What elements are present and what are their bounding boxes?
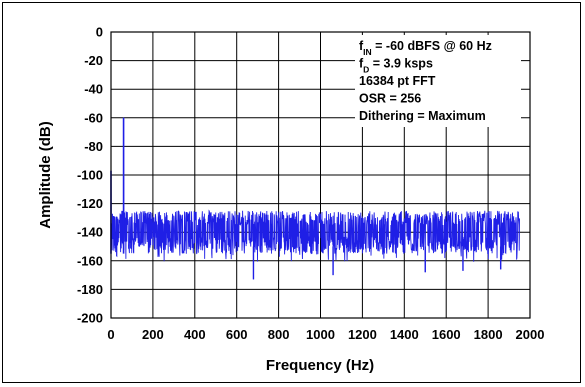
annotation-box <box>355 35 521 127</box>
x-tick-label: 800 <box>268 327 290 342</box>
x-tick-label: 600 <box>226 327 248 342</box>
annotation-line: Dithering = Maximum <box>359 109 486 123</box>
x-tick-label: 1200 <box>348 327 377 342</box>
y-tick-labels: 0 -20 -40 -60 -80 -100 -120 -140 -160 -180 -200 <box>77 25 103 326</box>
x-tick-label: 0 <box>107 327 114 342</box>
x-tick-label: 400 <box>184 327 206 342</box>
annotation-line: fD = 3.9 ksps <box>359 57 433 75</box>
y-tick-label: -60 <box>84 110 103 125</box>
y-tick-label: -120 <box>77 196 103 211</box>
plot-border <box>110 31 531 319</box>
y-tick-label: -140 <box>77 225 103 240</box>
annotation-line: OSR = 256 <box>359 92 421 106</box>
x-tick-label: 1400 <box>390 327 419 342</box>
y-tick-label: -200 <box>77 311 103 326</box>
y-tick-label: -100 <box>77 168 103 183</box>
spectrum-line <box>110 117 520 280</box>
y-axis-label: Amplitude (dB) <box>37 121 54 228</box>
x-axis-label: Frequency (Hz) <box>266 357 374 374</box>
y-tick-label: -20 <box>84 53 103 68</box>
annotation-line: 16384 pt FFT <box>359 74 436 88</box>
x-tick-label: 1800 <box>474 327 503 342</box>
y-tick-label: -40 <box>84 82 103 97</box>
figure-frame <box>2 2 581 383</box>
annotation-line: fIN = -60 dBFS @ 60 Hz <box>359 39 492 57</box>
x-tick-label: 200 <box>142 327 164 342</box>
x-tick-label: 1000 <box>306 327 335 342</box>
y-tick-label: 0 <box>96 25 103 40</box>
y-tick-label: -160 <box>77 253 103 268</box>
y-tick-label: -180 <box>77 282 103 297</box>
x-tick-label: 1600 <box>432 327 461 342</box>
y-tick-label: -80 <box>84 139 103 154</box>
x-tick-label: 2000 <box>516 327 545 342</box>
x-tick-labels: 0 200 400 600 800 1000 1200 1400 1600 1800 2000 <box>107 327 544 342</box>
